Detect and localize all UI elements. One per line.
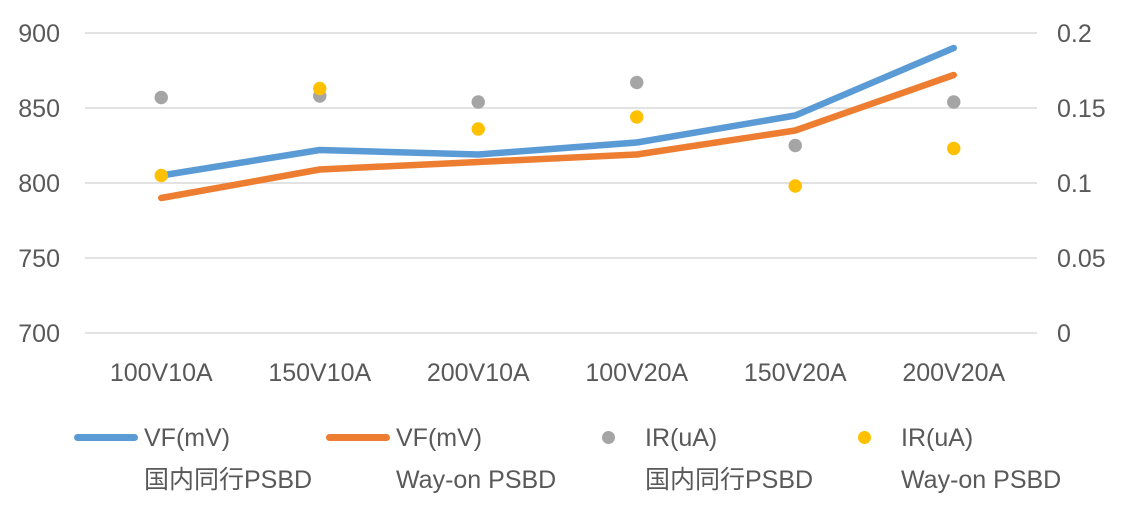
series-line [158, 44, 957, 179]
legend-line-swatch-orange [326, 434, 390, 441]
data-point [154, 168, 168, 183]
x-axis-label: 200V10A [427, 359, 530, 387]
plot-area: 900 0.2 850 0.15 800 0.1 750 0.05 700 0 100V10A 150… [18, 20, 1106, 387]
left-axis-tick-label: 750 [18, 245, 60, 273]
data-point [471, 95, 485, 109]
data-point [630, 110, 644, 124]
legend-sublabel: 国内同行PSBD [645, 466, 814, 494]
series-line [158, 71, 957, 202]
data-point [947, 95, 961, 109]
legend-label: VF(mV) [144, 424, 231, 452]
x-axis-label: 100V20A [585, 359, 688, 387]
legend-entry-vf-domestic: VF(mV) 国内同行PSBD [74, 417, 312, 501]
left-axis-tick-label: 700 [18, 320, 60, 348]
legend-entry-ir-domestic: IR(uA) 国内同行PSBD [602, 417, 813, 501]
legend-label: VF(mV) [396, 424, 483, 452]
x-axis-label: 200V20A [902, 359, 1005, 387]
right-axis-tick-label: 0 [1057, 320, 1071, 348]
legend-sublabel: 国内同行PSBD [144, 466, 313, 494]
x-axis-label: 150V10A [268, 359, 371, 387]
legend-dot-swatch-gray [602, 431, 615, 444]
left-axis-tick-label: 850 [18, 95, 60, 123]
data-point [154, 90, 168, 105]
data-point [313, 81, 327, 96]
legend-sublabel: Way-on PSBD [901, 466, 1062, 494]
data-point [788, 179, 802, 193]
legend-dot-swatch-yellow [858, 431, 871, 444]
data-point [471, 122, 485, 136]
data-point [947, 141, 961, 156]
data-point [630, 75, 644, 90]
x-axis-label: 100V10A [110, 359, 213, 387]
right-axis-tick-label: 0.1 [1057, 170, 1092, 198]
legend-line-swatch-blue [74, 434, 138, 441]
legend-sublabel: Way-on PSBD [396, 466, 557, 494]
legend-label: IR(uA) [901, 424, 974, 452]
right-axis-tick-label: 0.2 [1057, 20, 1092, 48]
legend-entry-ir-wayon: IR(uA) Way-on PSBD [858, 417, 1061, 501]
legend-entry-vf-wayon: VF(mV) Way-on PSBD [326, 417, 556, 501]
x-axis-label: 150V20A [744, 359, 847, 387]
chart-legend: VF(mV) 国内同行PSBD VF(mV) Way-on PSBD IR(uA… [0, 417, 1128, 507]
right-axis-tick-label: 0.15 [1057, 95, 1106, 123]
right-axis-tick-label: 0.05 [1057, 245, 1106, 273]
left-axis-tick-label: 800 [18, 170, 60, 198]
legend-label: IR(uA) [645, 424, 718, 452]
data-point [788, 138, 802, 153]
left-axis-tick-label: 900 [18, 20, 60, 48]
